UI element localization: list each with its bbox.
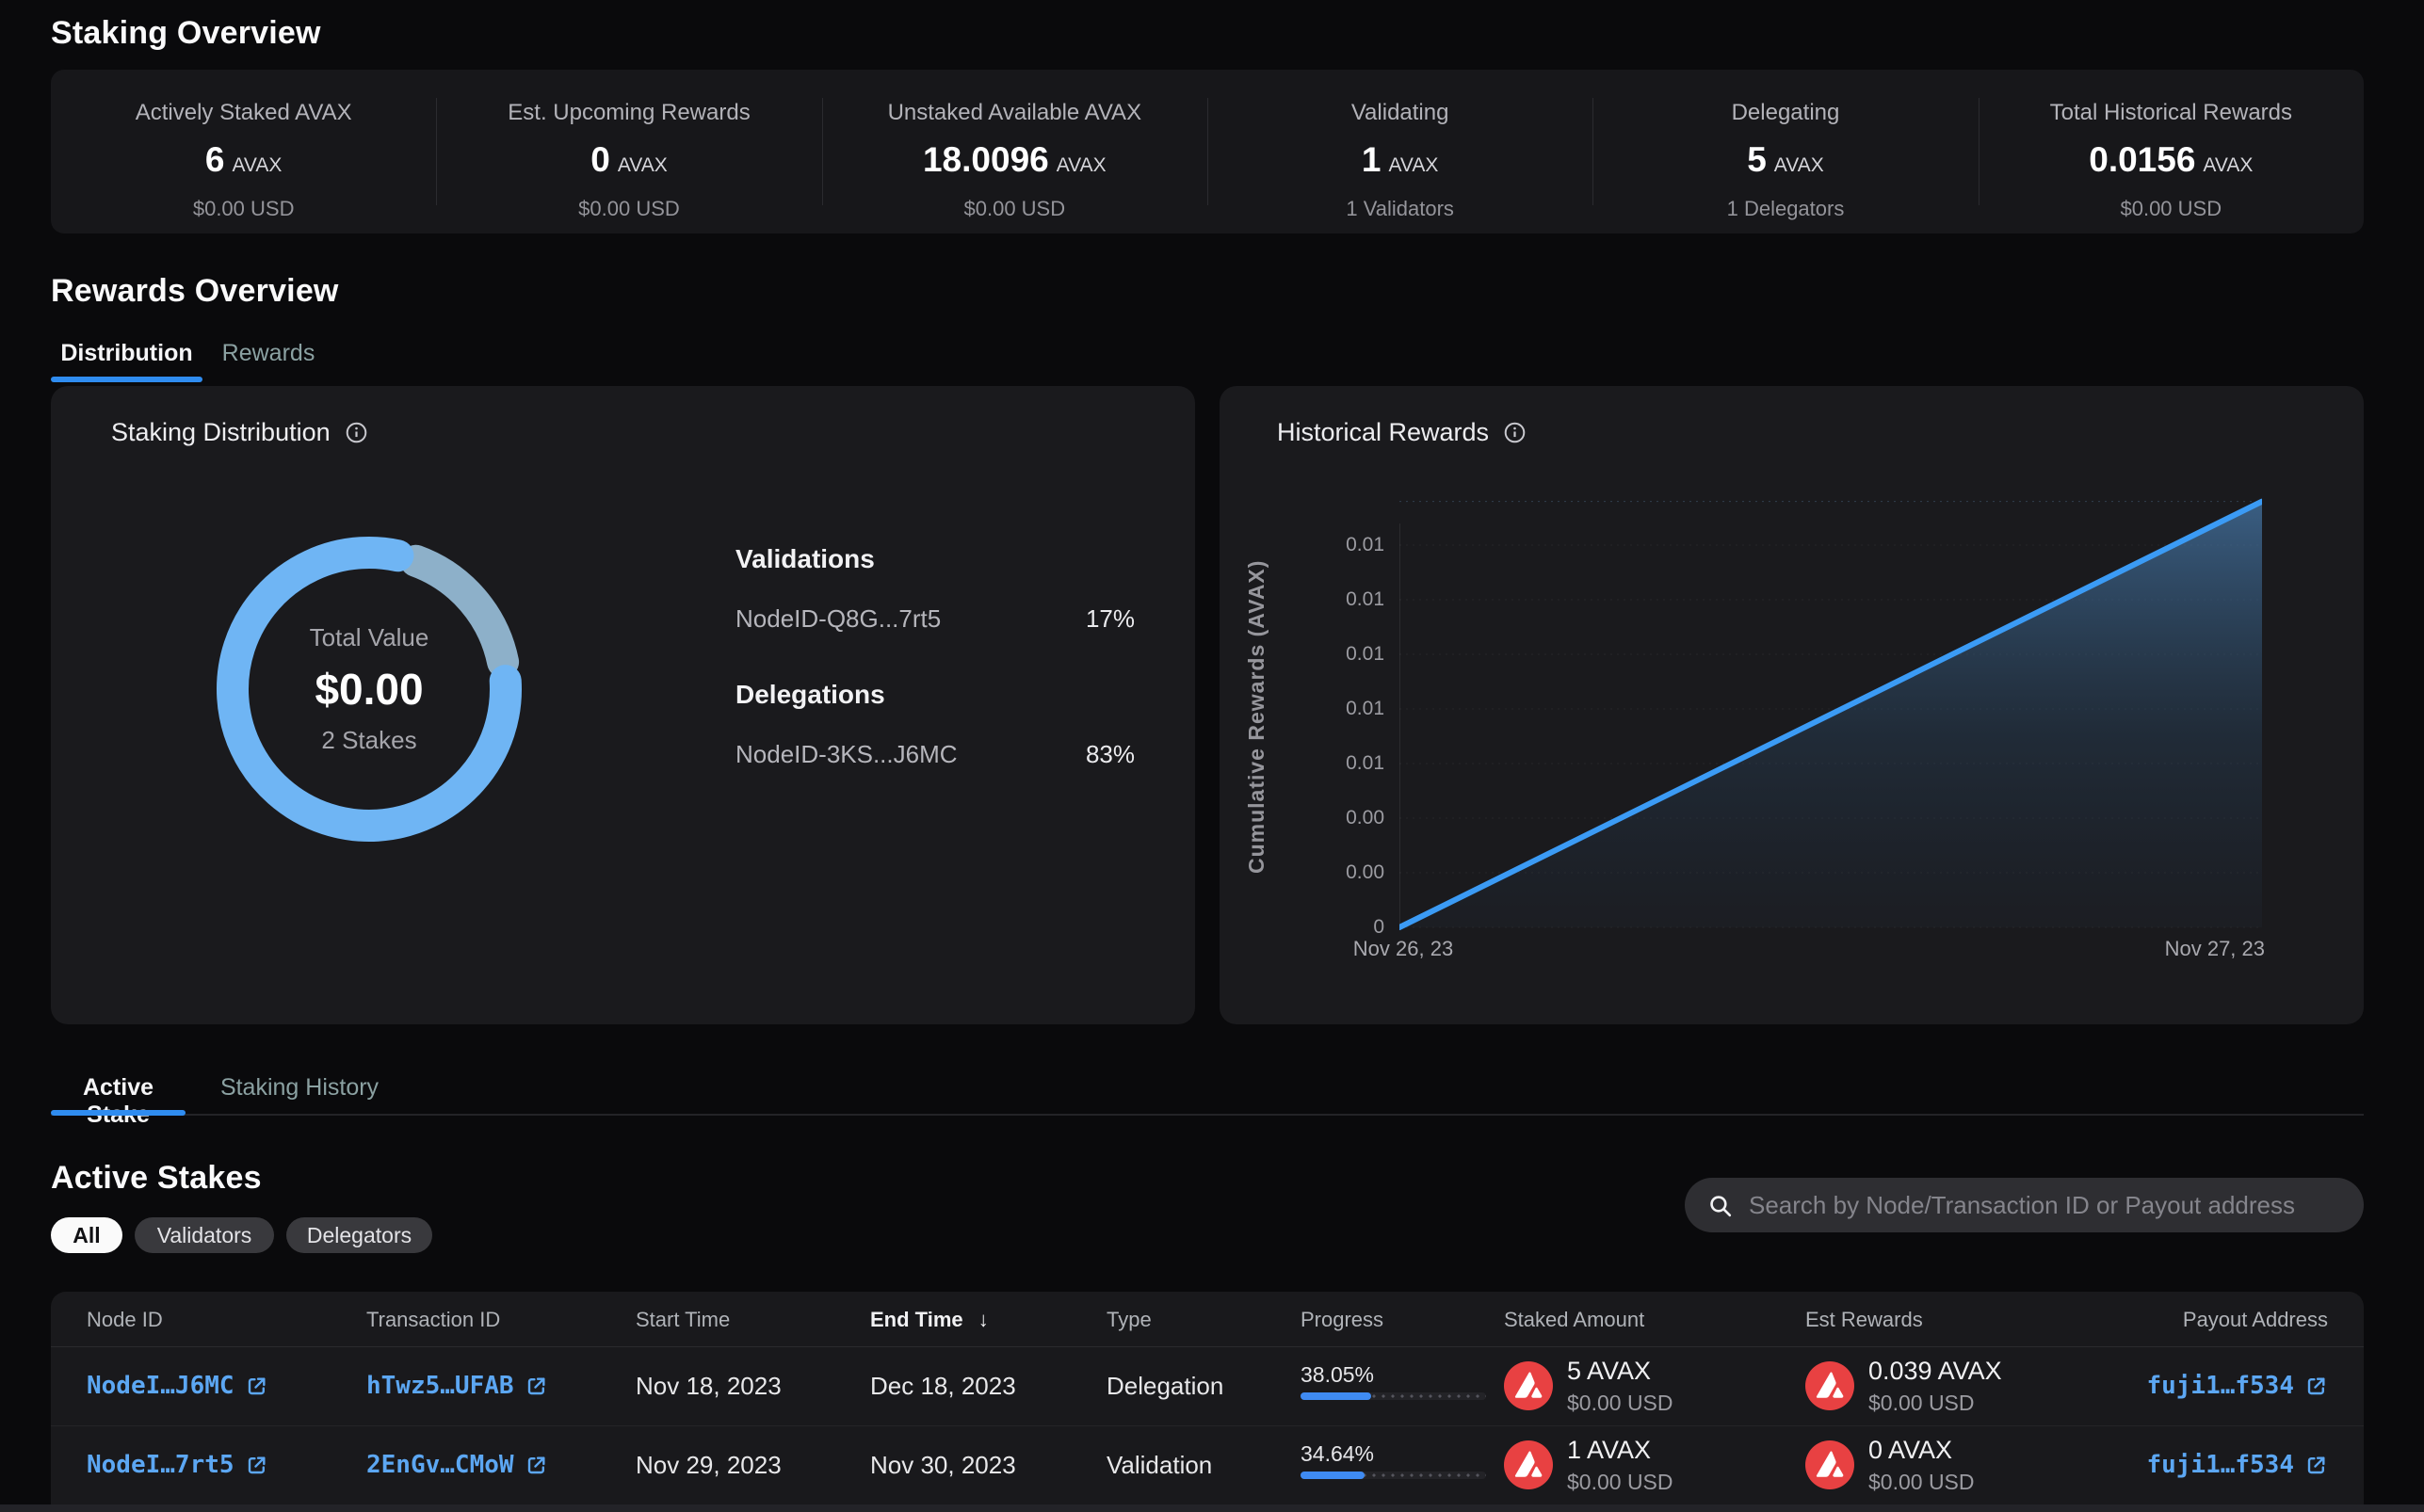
end-time-cell: Nov 30, 2023 (870, 1450, 1016, 1479)
end-time-cell: Dec 18, 2023 (870, 1371, 1016, 1400)
payout-address-link[interactable]: fuji1…f534 (2146, 1372, 2328, 1400)
avax-token-icon (1504, 1440, 1553, 1489)
transaction-id-link[interactable]: hTwz5…UFAB (366, 1372, 548, 1400)
type-cell: Validation (1107, 1450, 1213, 1479)
info-icon[interactable] (345, 421, 368, 444)
col-header-staked-amount[interactable]: Staked Amount (1504, 1308, 1645, 1331)
chart-y-axis-label: Cumulative Rewards (AVAX) (1244, 559, 1269, 874)
filter-validators-button[interactable]: Validators (135, 1217, 274, 1253)
y-tick-label: 0.01 (1346, 752, 1384, 774)
chart-x-label-start: Nov 26, 23 (1352, 937, 1454, 960)
tabs-divider (51, 1114, 2364, 1116)
est-rewards-cell: 0.039 AVAX $0.00 USD (1805, 1346, 2002, 1425)
stat-unstaked-available: Unstaked Available AVAX 18.0096 AVAX $0.0… (821, 70, 1207, 233)
staking-stats-bar: Actively Staked AVAX 6 AVAX $0.00 USD Est… (51, 70, 2364, 233)
avax-token-icon (1805, 1361, 1854, 1410)
stakes-search[interactable] (1685, 1178, 2364, 1232)
legend-validations-header: Validations (735, 544, 875, 573)
col-header-payout-address[interactable]: Payout Address (2182, 1308, 2328, 1331)
page-title: Staking Overview (51, 15, 321, 51)
avax-token-icon (1504, 1361, 1553, 1410)
y-tick-label: 0.01 (1346, 643, 1384, 665)
active-tab-indicator (51, 1110, 186, 1116)
table-row: NodeI…J6MC hTwz5…UFAB Nov 18, 2023 Dec 1… (51, 1346, 2364, 1425)
payout-address-link[interactable]: fuji1…f534 (2146, 1451, 2328, 1479)
progress-cell: 34.64% (1301, 1425, 1486, 1504)
stat-historical-rewards: Total Historical Rewards 0.0156 AVAX $0.0… (1978, 70, 2364, 233)
external-link-icon (527, 1456, 545, 1473)
historical-rewards-card: Historical Rewards Cumulative Rewards (A… (1220, 386, 2364, 1024)
col-header-node-id[interactable]: Node ID (87, 1308, 163, 1331)
col-header-est-rewards[interactable]: Est Rewards (1805, 1308, 1923, 1331)
historical-rewards-line-chart (1399, 498, 2262, 930)
stat-validating: Validating 1 AVAX 1 Validators (1206, 70, 1592, 233)
stat-delegating: Delegating 5 AVAX 1 Delegators (1592, 70, 1978, 233)
chart-x-label-end: Nov 27, 23 (2164, 937, 2265, 960)
col-header-transaction-id[interactable]: Transaction ID (366, 1308, 501, 1331)
staking-distribution-title: Staking Distribution (111, 418, 368, 447)
active-stakes-title: Active Stakes (51, 1160, 262, 1196)
start-time-cell: Nov 29, 2023 (636, 1450, 782, 1479)
header-divider (51, 1346, 2364, 1347)
info-icon[interactable] (1503, 421, 1527, 444)
external-link-icon (2307, 1456, 2325, 1473)
filter-delegators-button[interactable]: Delegators (286, 1217, 432, 1253)
y-tick-label: 0.00 (1346, 861, 1384, 883)
col-header-end-time[interactable]: End Time ↓ (870, 1308, 989, 1331)
search-icon (1710, 1196, 1732, 1217)
tab-staking-history[interactable]: Staking History (219, 1074, 380, 1101)
est-rewards-cell: 0 AVAX $0.00 USD (1805, 1425, 1975, 1504)
legend-delegations-row[interactable]: NodeID-3KS...J6MC 83% (735, 740, 1135, 768)
staking-distribution-donut-chart (216, 537, 522, 842)
donut-center-summary: Total Value $0.00 2 Stakes (309, 623, 429, 754)
rewards-overview-title: Rewards Overview (51, 273, 339, 309)
avax-token-icon (1805, 1440, 1854, 1489)
progress-cell: 38.05% (1301, 1346, 1486, 1425)
legend-delegations-header: Delegations (735, 680, 885, 709)
search-input[interactable] (1749, 1190, 2341, 1220)
tab-active-stake[interactable]: Active Stake (82, 1074, 154, 1128)
tab-rewards[interactable]: Rewards (221, 340, 315, 366)
staking-distribution-card: Staking Distribution Total Value $0.00 2… (51, 386, 1195, 1024)
progress-bar (1301, 1472, 1486, 1479)
y-tick-label: 0.00 (1346, 807, 1384, 828)
tab-distribution[interactable]: Distribution (60, 340, 193, 366)
start-time-cell: Nov 18, 2023 (636, 1371, 782, 1400)
active-tab-indicator (51, 377, 202, 382)
staked-amount-cell: 1 AVAX $0.00 USD (1504, 1425, 1673, 1504)
external-link-icon (248, 1376, 266, 1394)
legend-validations-row[interactable]: NodeID-Q8G...7rt5 17% (735, 604, 1135, 633)
node-id-link[interactable]: NodeI…7rt5 (87, 1451, 268, 1479)
table-row: NodeI…7rt5 2EnGv…CMoW Nov 29, 2023 Nov 3… (51, 1425, 2364, 1504)
sort-desc-icon: ↓ (978, 1308, 989, 1331)
type-cell: Delegation (1107, 1371, 1224, 1400)
y-tick-label: 0.01 (1346, 588, 1384, 610)
external-link-icon (248, 1456, 266, 1473)
progress-bar (1301, 1392, 1486, 1400)
active-stakes-table: Node ID Transaction ID Start Time End Ti… (51, 1292, 2364, 1512)
external-link-icon (2307, 1376, 2325, 1394)
horizontal-scrollbar[interactable] (0, 1504, 2424, 1512)
row-divider (51, 1425, 2364, 1426)
stat-actively-staked: Actively Staked AVAX 6 AVAX $0.00 USD (135, 100, 352, 220)
external-link-icon (527, 1376, 545, 1394)
y-tick-label: 0.01 (1346, 698, 1384, 719)
y-tick-label: 0 (1373, 916, 1384, 938)
col-header-progress[interactable]: Progress (1301, 1308, 1384, 1331)
col-header-start-time[interactable]: Start Time (636, 1308, 731, 1331)
staked-amount-cell: 5 AVAX $0.00 USD (1504, 1346, 1673, 1425)
y-tick-label: 0.01 (1346, 534, 1384, 555)
col-header-type[interactable]: Type (1107, 1308, 1152, 1331)
historical-rewards-title: Historical Rewards (1277, 418, 1527, 447)
transaction-id-link[interactable]: 2EnGv…CMoW (366, 1451, 548, 1479)
filter-all-button[interactable]: All (51, 1217, 122, 1253)
stat-upcoming-rewards: Est. Upcoming Rewards 0 AVAX $0.00 USD (436, 70, 821, 233)
node-id-link[interactable]: NodeI…J6MC (87, 1372, 268, 1400)
